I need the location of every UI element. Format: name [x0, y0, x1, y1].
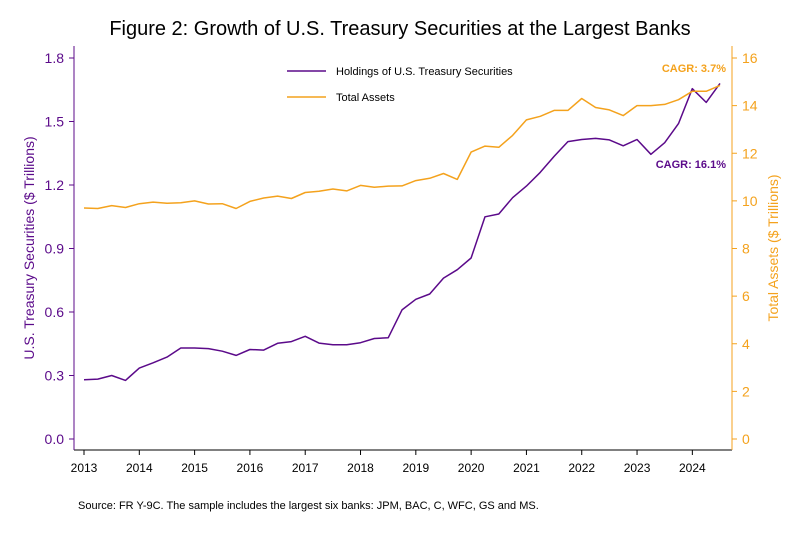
left-tick-label: 1.8 [45, 50, 65, 66]
right-tick-label: 16 [742, 50, 758, 66]
right-tick-label: 10 [742, 193, 758, 209]
right-tick-label: 4 [742, 336, 750, 352]
x-tick-label: 2019 [402, 461, 429, 475]
x-tick-label: 2017 [292, 461, 319, 475]
x-tick-label: 2016 [237, 461, 264, 475]
left-tick-label: 0.6 [45, 304, 65, 320]
series-line-treasury [83, 82, 721, 382]
x-tick-label: 2021 [513, 461, 540, 475]
x-tick-label: 2018 [347, 461, 374, 475]
left-tick-label: 1.2 [45, 177, 65, 193]
chart-title: Figure 2: Growth of U.S. Treasury Securi… [109, 18, 691, 40]
source-note: Source: FR Y-9C. The sample includes the… [78, 500, 539, 512]
right-axis-title: Total Assets ($ Trillions) [765, 174, 781, 321]
left-tick-label: 0.9 [45, 241, 65, 257]
x-tick-label: 2024 [679, 461, 706, 475]
x-tick-label: 2022 [568, 461, 595, 475]
legend-label-treasury: Holdings of U.S. Treasury Securities [336, 66, 513, 78]
x-tick-label: 2023 [624, 461, 651, 475]
x-tick-label: 2014 [126, 461, 153, 475]
right-tick-label: 12 [742, 145, 758, 161]
right-tick-label: 6 [742, 288, 750, 304]
left-tick-label: 0.0 [45, 431, 65, 447]
x-tick-label: 2013 [71, 461, 98, 475]
right-tick-label: 2 [742, 383, 750, 399]
left-axis-title: U.S. Treasury Securities ($ Trillions) [21, 136, 37, 359]
left-tick-label: 1.5 [45, 114, 65, 130]
right-tick-label: 14 [742, 98, 758, 114]
annotation-cagr-total-assets: CAGR: 3.7% [662, 63, 726, 75]
series-line-total-assets [83, 84, 721, 210]
legend-label-total-assets: Total Assets [336, 92, 395, 104]
right-tick-label: 0 [742, 431, 750, 447]
right-tick-label: 8 [742, 241, 750, 257]
left-tick-label: 0.3 [45, 368, 65, 384]
annotation-cagr-treasury: CAGR: 16.1% [656, 159, 727, 171]
x-tick-label: 2020 [458, 461, 485, 475]
x-tick-label: 2015 [181, 461, 208, 475]
